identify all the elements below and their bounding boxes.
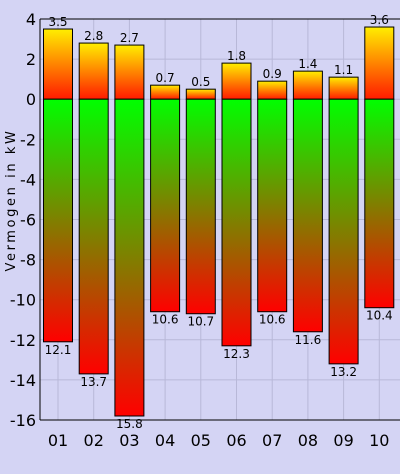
bar-negative-01: [43, 98, 73, 343]
data-label: 12.3: [223, 347, 250, 361]
data-label: 2.7: [120, 31, 139, 45]
bar-negative-08: [292, 98, 323, 333]
y-tick-label: 2: [26, 50, 36, 69]
y-tick-label: -14: [10, 371, 36, 390]
y-tick-label: 4: [26, 10, 36, 29]
data-label: 0.7: [156, 71, 175, 85]
data-label: 15.8: [116, 417, 143, 431]
x-tick-label: 10: [369, 431, 389, 450]
x-tick-label: 03: [119, 431, 139, 450]
x-tick-label: 04: [155, 431, 175, 450]
x-tick-label: 07: [262, 431, 282, 450]
y-tick-label: 0: [26, 90, 36, 109]
x-tick-label: 01: [48, 431, 68, 450]
bar-positive-08: [292, 70, 323, 100]
bar-positive-07: [257, 80, 288, 100]
bar-negative-10: [364, 98, 395, 309]
data-label: 10.4: [366, 309, 393, 323]
y-tick-label: -10: [10, 291, 36, 310]
bar-positive-06: [221, 62, 252, 100]
bar-negative-02: [78, 98, 109, 375]
y-tick-label: -2: [20, 130, 36, 149]
bar-negative-09: [328, 98, 359, 365]
bars: [43, 26, 395, 417]
x-tick-label: 02: [84, 431, 104, 450]
data-label: 13.7: [80, 375, 107, 389]
data-label: 10.6: [259, 313, 286, 327]
bar-positive-01: [43, 28, 73, 100]
data-label: 1.4: [298, 57, 317, 71]
y-tick-label: -6: [20, 211, 36, 230]
x-tick-label: 06: [226, 431, 246, 450]
data-label: 0.5: [191, 75, 210, 89]
bar-positive-04: [150, 84, 181, 100]
x-tick-label: 08: [298, 431, 318, 450]
data-label: 3.6: [370, 13, 389, 27]
bar-negative-07: [257, 98, 288, 313]
labels: 4 2 0 -2 -4 -6 -8 -10 -12 -14 -16 3.5 2.8 2.7 0.7 0.5 1.…: [10, 10, 393, 450]
y-tick-label: -16: [10, 411, 36, 430]
x-tick-label: 09: [333, 431, 353, 450]
bar-positive-09: [328, 76, 359, 100]
bar-negative-05: [185, 98, 216, 315]
data-label: 1.8: [227, 49, 246, 63]
data-label: 3.5: [48, 15, 67, 29]
bar-positive-03: [114, 44, 145, 100]
bar-positive-02: [78, 42, 109, 100]
data-label: 1.1: [334, 63, 353, 77]
data-label: 11.6: [295, 333, 322, 347]
data-label: 0.9: [263, 67, 282, 81]
bar-negative-04: [150, 98, 181, 313]
y-tick-label: -8: [20, 251, 36, 270]
data-label: 12.1: [45, 343, 72, 357]
bar-negative-03: [114, 98, 145, 417]
data-label: 10.7: [187, 315, 214, 329]
bar-positive-10: [364, 26, 395, 100]
data-label: 10.6: [152, 313, 179, 327]
data-label: 13.2: [330, 365, 357, 379]
y-axis-title: Vermogen in kW: [4, 128, 19, 271]
y-tick-label: -12: [10, 331, 36, 350]
y-tick-label: -4: [20, 170, 36, 189]
x-tick-label: 05: [191, 431, 211, 450]
axes: [39, 18, 400, 421]
bar-positive-05: [185, 88, 216, 100]
data-label: 2.8: [84, 29, 103, 43]
bar-negative-06: [221, 98, 252, 347]
